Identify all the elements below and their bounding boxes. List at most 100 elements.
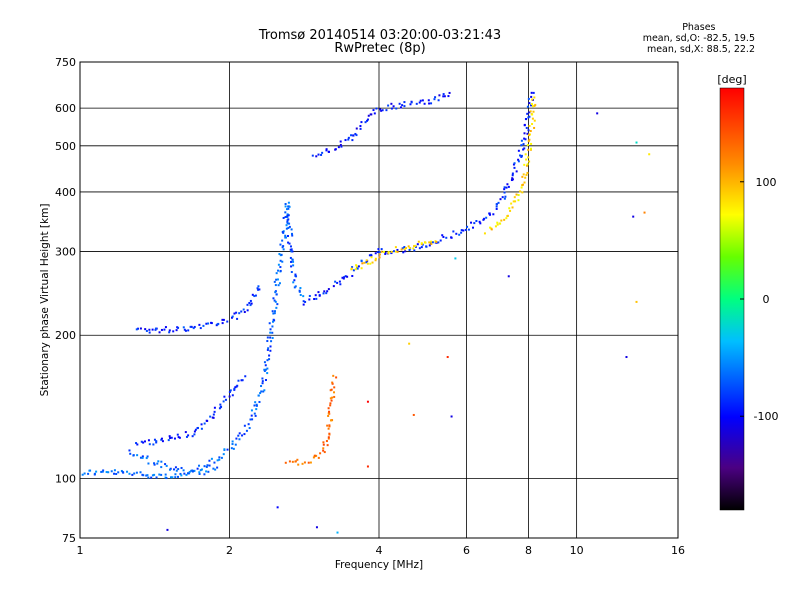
data-point	[260, 385, 263, 388]
data-point	[390, 107, 393, 110]
data-point	[445, 236, 448, 239]
data-point	[266, 340, 269, 343]
data-point	[146, 455, 149, 458]
data-point	[495, 207, 498, 210]
data-point	[288, 242, 291, 245]
data-point	[527, 97, 530, 100]
data-point	[263, 369, 266, 372]
data-point	[506, 183, 509, 186]
data-point	[513, 196, 516, 199]
data-point	[526, 144, 529, 147]
data-point	[352, 134, 355, 137]
data-point	[210, 321, 213, 324]
data-point	[121, 471, 124, 474]
data-point	[161, 440, 164, 443]
data-point	[168, 468, 171, 471]
x-tick-label: 2	[226, 544, 233, 557]
data-point	[296, 458, 299, 461]
data-point	[264, 379, 267, 382]
data-point	[238, 438, 241, 441]
data-point	[233, 388, 236, 391]
data-point	[272, 312, 275, 315]
data-point	[194, 428, 197, 431]
data-point	[395, 107, 398, 110]
data-point	[504, 195, 507, 198]
data-point	[294, 285, 297, 288]
data-point	[340, 145, 343, 148]
data-point	[339, 283, 342, 286]
data-point	[520, 186, 523, 189]
y-tick-label: 200	[55, 329, 76, 342]
data-point	[501, 196, 504, 199]
data-point	[269, 336, 272, 339]
data-point	[139, 327, 142, 330]
data-point	[174, 476, 177, 479]
data-point	[374, 252, 377, 255]
data-point	[313, 454, 316, 457]
data-point	[329, 397, 332, 400]
data-point	[403, 101, 406, 104]
data-point	[367, 114, 370, 117]
data-point	[506, 214, 509, 217]
data-point	[418, 101, 421, 104]
data-point	[511, 177, 514, 180]
data-point	[336, 531, 339, 534]
data-point	[192, 327, 195, 330]
data-point	[148, 328, 151, 331]
data-point	[338, 280, 341, 283]
data-point	[295, 275, 298, 278]
data-point	[314, 294, 317, 297]
data-point	[488, 212, 491, 215]
data-point	[513, 166, 516, 169]
data-point	[206, 464, 209, 467]
data-point	[355, 134, 358, 137]
data-point	[268, 358, 271, 361]
data-point	[113, 469, 116, 472]
data-point	[298, 289, 301, 292]
data-point	[87, 472, 90, 475]
data-point	[294, 273, 297, 276]
data-point	[378, 256, 381, 259]
data-point	[330, 419, 333, 422]
data-point	[249, 304, 252, 307]
data-point	[450, 415, 453, 418]
data-point	[279, 269, 282, 272]
data-point	[322, 449, 325, 452]
data-point	[133, 472, 136, 475]
data-point	[202, 324, 205, 327]
data-point	[380, 248, 383, 251]
data-point	[110, 470, 113, 473]
data-point	[212, 416, 215, 419]
data-point	[323, 290, 326, 293]
data-point	[250, 414, 253, 417]
data-point	[212, 413, 215, 416]
data-point	[327, 436, 330, 439]
data-point	[107, 471, 110, 474]
data-point	[223, 448, 226, 451]
data-point	[399, 106, 402, 109]
data-point	[333, 395, 336, 398]
data-point	[251, 418, 254, 421]
data-point	[366, 465, 369, 468]
data-point	[207, 322, 210, 325]
data-point	[390, 250, 393, 253]
data-point	[308, 294, 311, 297]
data-point	[299, 293, 302, 296]
data-point	[148, 331, 151, 334]
data-point	[213, 410, 216, 413]
data-point	[81, 473, 84, 476]
data-point	[100, 470, 103, 473]
data-point	[213, 406, 216, 409]
data-point	[517, 149, 520, 152]
data-point	[326, 290, 329, 293]
data-point	[483, 232, 486, 235]
data-point	[421, 99, 424, 102]
data-point	[154, 327, 157, 330]
data-point	[454, 257, 457, 260]
data-point	[266, 359, 269, 362]
data-point	[351, 266, 354, 269]
data-point	[180, 466, 183, 469]
data-point	[196, 467, 199, 470]
data-point	[404, 247, 407, 250]
data-point	[302, 300, 305, 303]
